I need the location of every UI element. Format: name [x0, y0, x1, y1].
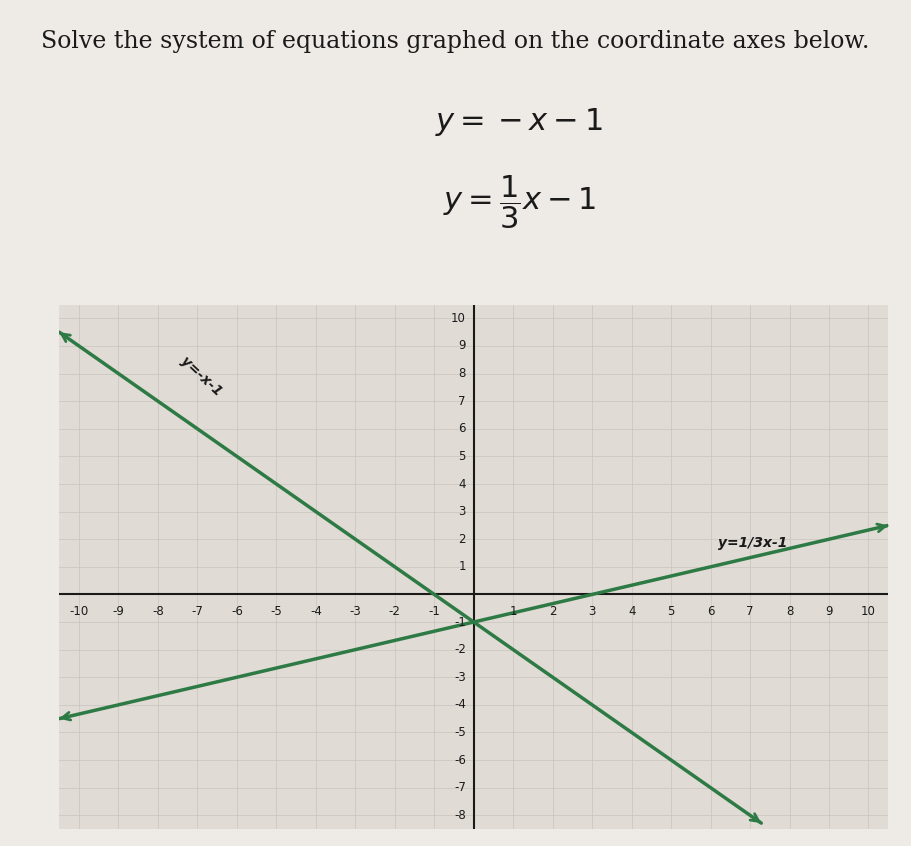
Text: -5: -5 — [454, 726, 466, 739]
Text: 2: 2 — [549, 606, 557, 618]
Text: 6: 6 — [707, 606, 714, 618]
Text: 10: 10 — [451, 312, 466, 325]
Text: -6: -6 — [454, 754, 466, 766]
Text: -7: -7 — [191, 606, 203, 618]
Text: 4: 4 — [628, 606, 635, 618]
Text: 4: 4 — [458, 477, 466, 491]
Text: -2: -2 — [389, 606, 401, 618]
Text: -9: -9 — [112, 606, 125, 618]
Text: Solve the system of equations graphed on the coordinate axes below.: Solve the system of equations graphed on… — [41, 30, 870, 52]
Text: 2: 2 — [458, 533, 466, 546]
Text: 7: 7 — [746, 606, 753, 618]
Text: -6: -6 — [230, 606, 243, 618]
Text: $y = \dfrac{1}{3}x - 1$: $y = \dfrac{1}{3}x - 1$ — [443, 173, 596, 231]
Text: 6: 6 — [458, 422, 466, 436]
Text: -1: -1 — [428, 606, 440, 618]
Text: y=-x-1: y=-x-1 — [178, 354, 224, 398]
Text: -3: -3 — [454, 671, 466, 684]
Text: 10: 10 — [861, 606, 875, 618]
Text: 5: 5 — [458, 450, 466, 463]
Text: 1: 1 — [509, 606, 517, 618]
Text: -2: -2 — [454, 643, 466, 656]
Text: 7: 7 — [458, 395, 466, 408]
Text: -1: -1 — [454, 616, 466, 629]
Text: 8: 8 — [786, 606, 793, 618]
Text: -8: -8 — [152, 606, 164, 618]
Text: -7: -7 — [454, 781, 466, 794]
Text: 5: 5 — [668, 606, 675, 618]
Text: y=1/3x-1: y=1/3x-1 — [719, 536, 788, 551]
Text: 9: 9 — [458, 339, 466, 353]
Text: -5: -5 — [271, 606, 282, 618]
Text: -4: -4 — [310, 606, 322, 618]
Text: $y = -x - 1$: $y = -x - 1$ — [435, 106, 603, 138]
Text: -8: -8 — [454, 809, 466, 821]
Text: -4: -4 — [454, 698, 466, 711]
Text: 9: 9 — [825, 606, 833, 618]
Text: 3: 3 — [458, 505, 466, 518]
Text: -3: -3 — [350, 606, 361, 618]
Text: 8: 8 — [458, 367, 466, 380]
Text: 1: 1 — [458, 560, 466, 574]
Text: 3: 3 — [589, 606, 596, 618]
Text: -10: -10 — [69, 606, 88, 618]
